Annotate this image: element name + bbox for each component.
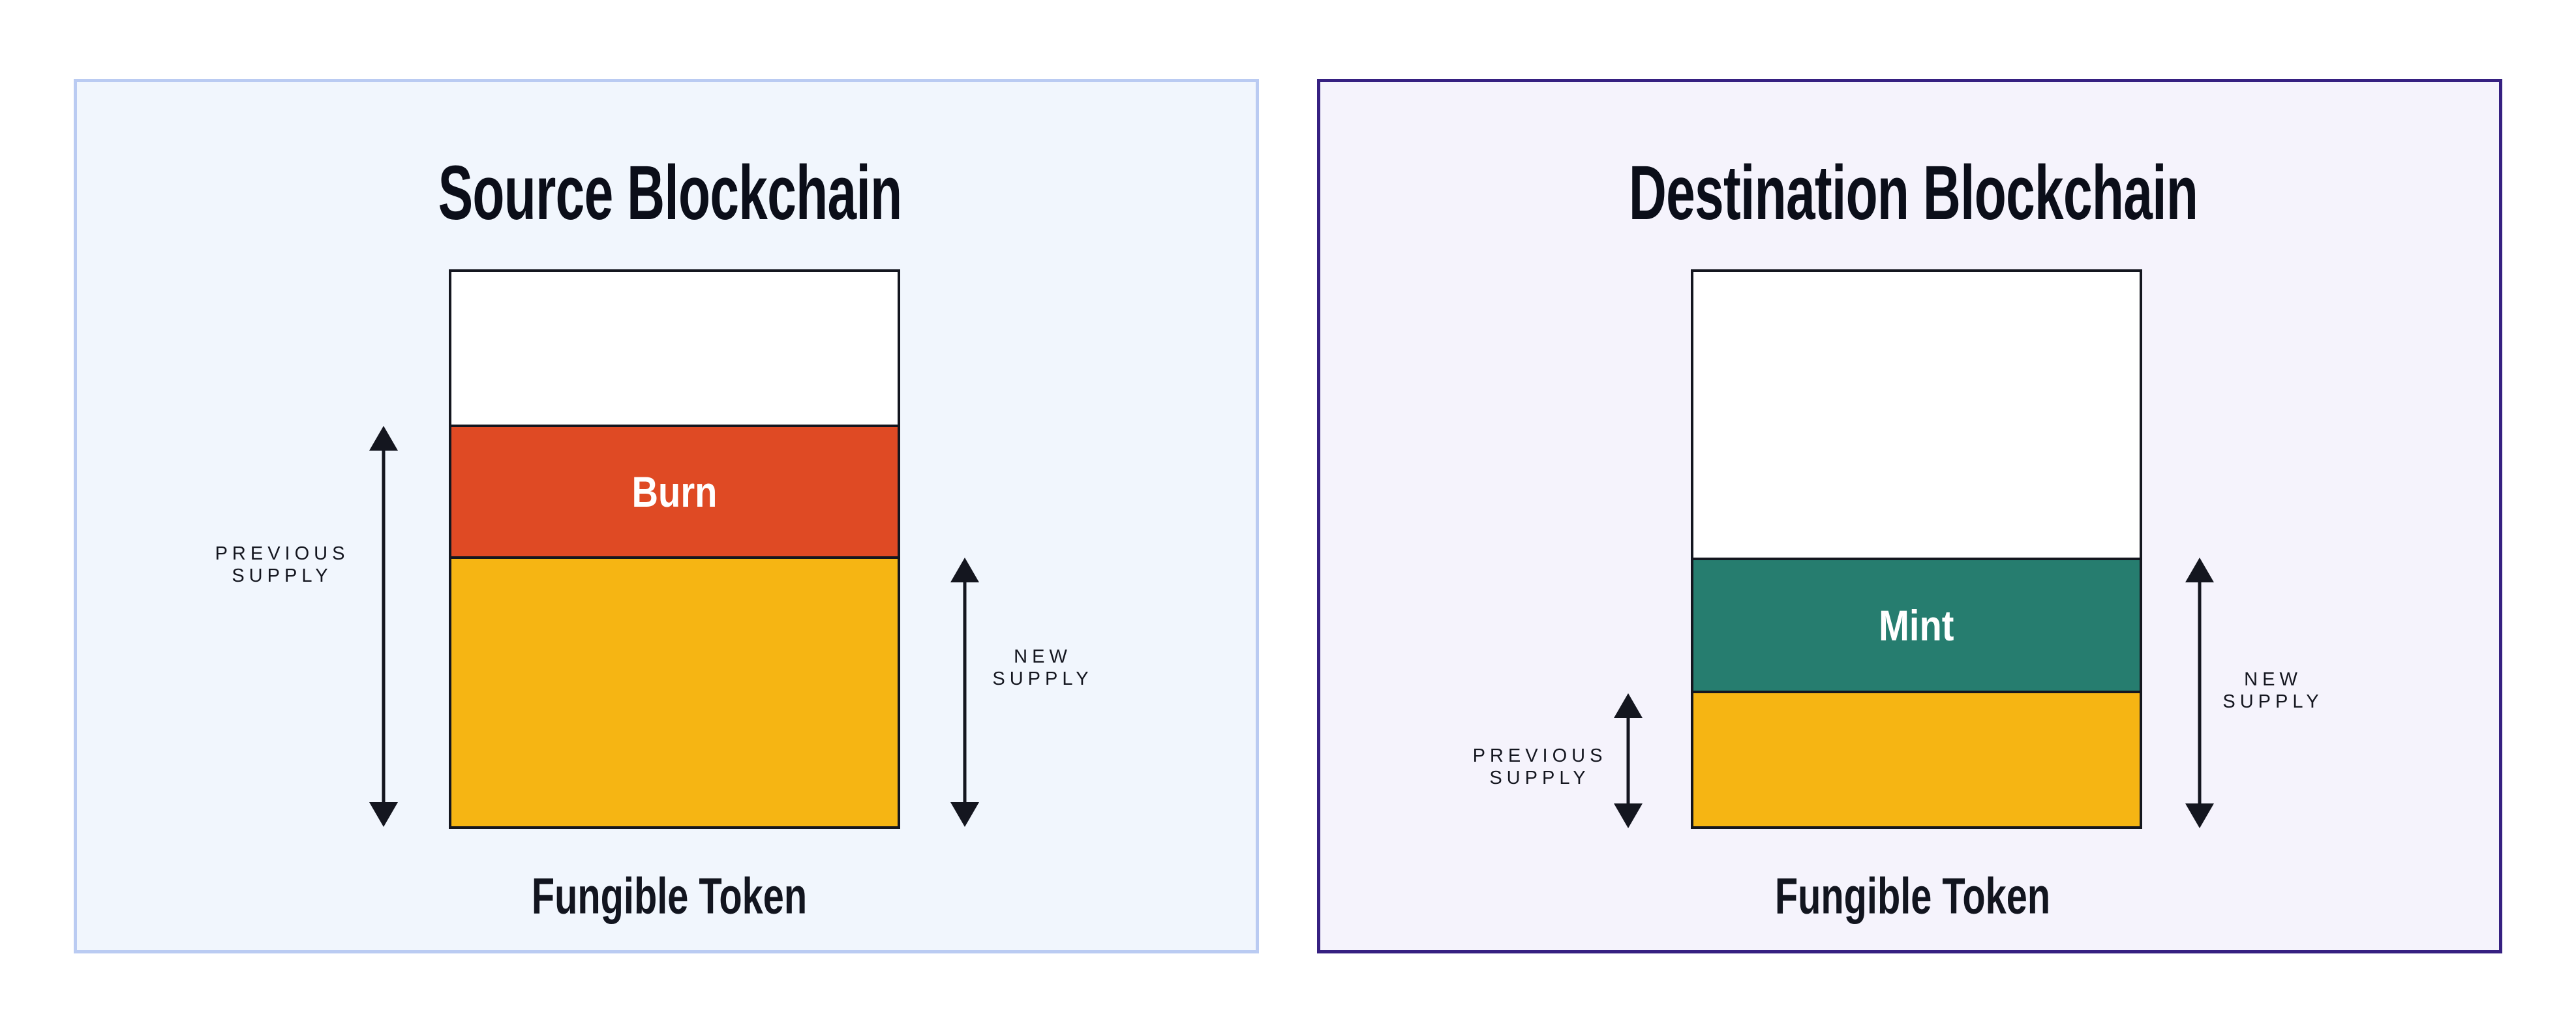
destination-token-bar: Mint (1691, 269, 2142, 829)
source-previous-supply-arrow (369, 426, 398, 827)
destination-bar-segment-previous-supply (1693, 690, 2140, 826)
destination-token-label: Fungible Token (1774, 867, 2051, 925)
source-new-supply-label: NEW SUPPLY (992, 646, 1093, 689)
source-token-label: Fungible Token (531, 867, 808, 925)
source-token-bar: Burn (449, 269, 900, 829)
source-bar-segment-remaining-supply (451, 556, 898, 826)
destination-new-supply-arrow (2185, 558, 2214, 828)
destination-previous-supply-arrow (1614, 693, 1643, 828)
source-panel: Source Blockchain Burn PREVIOUS SUPPLY N… (74, 79, 1259, 953)
burn-label: Burn (631, 467, 718, 516)
source-previous-supply-label: PREVIOUS SUPPLY (215, 543, 350, 586)
source-bar-segment-headroom (451, 272, 898, 425)
destination-previous-supply-label: PREVIOUS SUPPLY (1472, 745, 1607, 788)
destination-bar-segment-mint: Mint (1693, 557, 2140, 691)
source-bar-segment-burn: Burn (451, 424, 898, 557)
source-panel-title: Source Blockchain (438, 150, 903, 236)
destination-panel-title: Destination Blockchain (1628, 150, 2198, 236)
source-new-supply-arrow (950, 558, 979, 827)
mint-label: Mint (1879, 601, 1954, 650)
destination-bar-segment-headroom (1693, 272, 2140, 558)
destination-panel: Destination Blockchain Mint PREVIOUS SUP… (1317, 79, 2502, 953)
destination-new-supply-label: NEW SUPPLY (2222, 669, 2324, 712)
